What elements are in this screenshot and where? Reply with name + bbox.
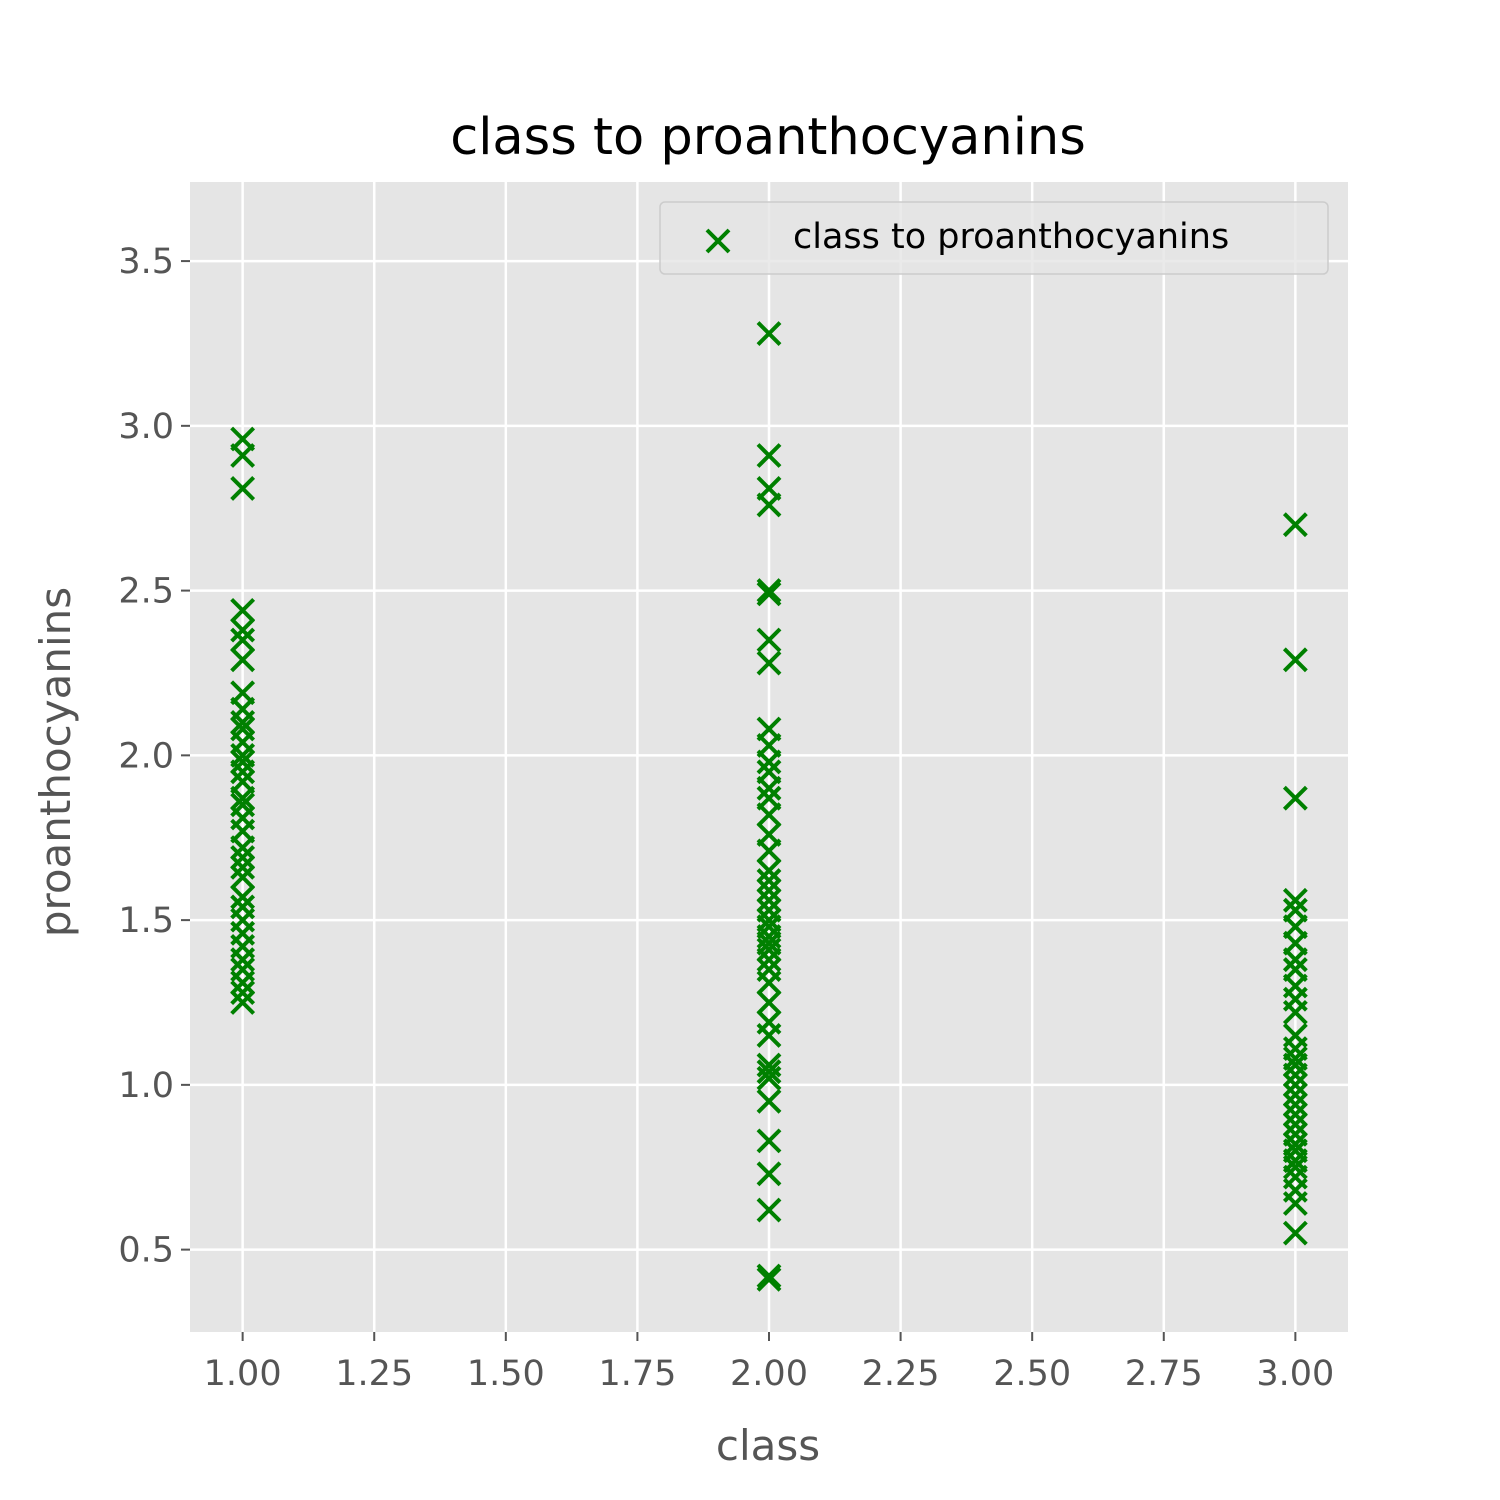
x-tick-label: 1.25 (335, 1354, 413, 1394)
data-point (756, 887, 782, 913)
data-point (1282, 1082, 1308, 1108)
data-point (756, 1059, 782, 1085)
data-point (230, 947, 256, 973)
data-point (1282, 1052, 1308, 1078)
data-point (756, 868, 782, 893)
data-point (1282, 1072, 1308, 1098)
data-point (230, 617, 256, 643)
data-point (756, 802, 782, 828)
y-tick-label: 1.0 (118, 1066, 174, 1106)
data-point (1282, 1102, 1308, 1127)
data-point (756, 581, 782, 607)
data-point (230, 845, 256, 870)
data-point (756, 1023, 782, 1048)
legend: class to proanthocyanins (659, 201, 1329, 275)
data-point (756, 1088, 782, 1114)
data-point (1282, 1220, 1308, 1246)
y-tick-label: 2.5 (118, 572, 174, 612)
data-point (1282, 999, 1308, 1025)
data-point (230, 785, 256, 811)
data-point (1282, 785, 1308, 811)
y-tick-label: 0.5 (118, 1231, 174, 1271)
data-point (756, 650, 782, 676)
data-point (756, 1161, 782, 1187)
data-point (756, 1197, 782, 1223)
data-point (230, 749, 256, 775)
data-point (230, 647, 256, 673)
data-point (756, 1266, 782, 1292)
data-point (756, 990, 782, 1015)
data-points (230, 321, 1308, 1292)
data-point (756, 1065, 782, 1091)
data-point (756, 749, 782, 775)
y-tick-label: 3.5 (118, 242, 174, 282)
x-axis-label: class (716, 1421, 820, 1470)
data-point (1282, 887, 1308, 913)
data-point (756, 858, 782, 884)
data-point (756, 578, 782, 604)
data-point (1282, 1062, 1308, 1088)
x-tick-label: 2.00 (730, 1354, 808, 1394)
legend-marker-icon (705, 228, 731, 254)
x-tick-label: 1.50 (467, 1354, 545, 1394)
data-point (756, 1263, 782, 1289)
y-axis-ticks: 0.5 1.0 1.5 2.0 2.5 3.0 3.5 (118, 242, 190, 1271)
data-point (230, 854, 256, 880)
data-point (756, 321, 782, 346)
data-point (1282, 1111, 1308, 1137)
y-tick-label: 3.0 (118, 407, 174, 447)
data-point (1282, 1092, 1308, 1118)
x-tick-label: 2.75 (1125, 1354, 1203, 1394)
data-point (230, 709, 256, 735)
x-tick-label: 1.00 (204, 1354, 282, 1394)
data-point (756, 492, 782, 518)
y-tick-label: 1.5 (118, 901, 174, 941)
legend-entry-label: class to proanthocyanins (793, 217, 1229, 257)
data-point (756, 970, 782, 996)
data-point (756, 937, 782, 963)
data-point (756, 1128, 782, 1154)
data-point (230, 627, 256, 653)
data-point (230, 884, 256, 910)
data-point (1282, 947, 1308, 973)
legend-box (659, 201, 1329, 275)
data-point (1282, 1154, 1308, 1180)
data-point (756, 775, 782, 801)
x-tick-label: 3.00 (1256, 1354, 1334, 1394)
data-point (230, 759, 256, 785)
data-point (230, 476, 256, 501)
data-point (230, 864, 256, 890)
x-axis-ticks: 1.00 1.25 1.50 1.75 2.00 2.25 2.50 2.75 3.00 (204, 1332, 1334, 1394)
y-tick-label: 2.0 (118, 736, 174, 776)
data-point (230, 990, 256, 1015)
x-tick-label: 2.50 (993, 1354, 1071, 1394)
data-point (1282, 647, 1308, 673)
data-point (230, 597, 256, 623)
data-point (230, 970, 256, 996)
data-point (230, 443, 256, 468)
data-point (756, 878, 782, 903)
x-tick-label: 1.75 (598, 1354, 676, 1394)
data-point (756, 947, 782, 973)
data-point (756, 443, 782, 468)
legend-marker (705, 228, 731, 254)
data-point (1282, 1191, 1308, 1216)
chart-title: class to proanthocyanins (450, 108, 1086, 167)
x-tick-label: 2.25 (862, 1354, 940, 1394)
y-axis-label: proanthocyanins (31, 587, 80, 937)
data-point (230, 835, 256, 861)
data-point (756, 838, 782, 864)
data-point (756, 627, 782, 653)
data-point (230, 980, 256, 1006)
data-point (1282, 512, 1308, 538)
